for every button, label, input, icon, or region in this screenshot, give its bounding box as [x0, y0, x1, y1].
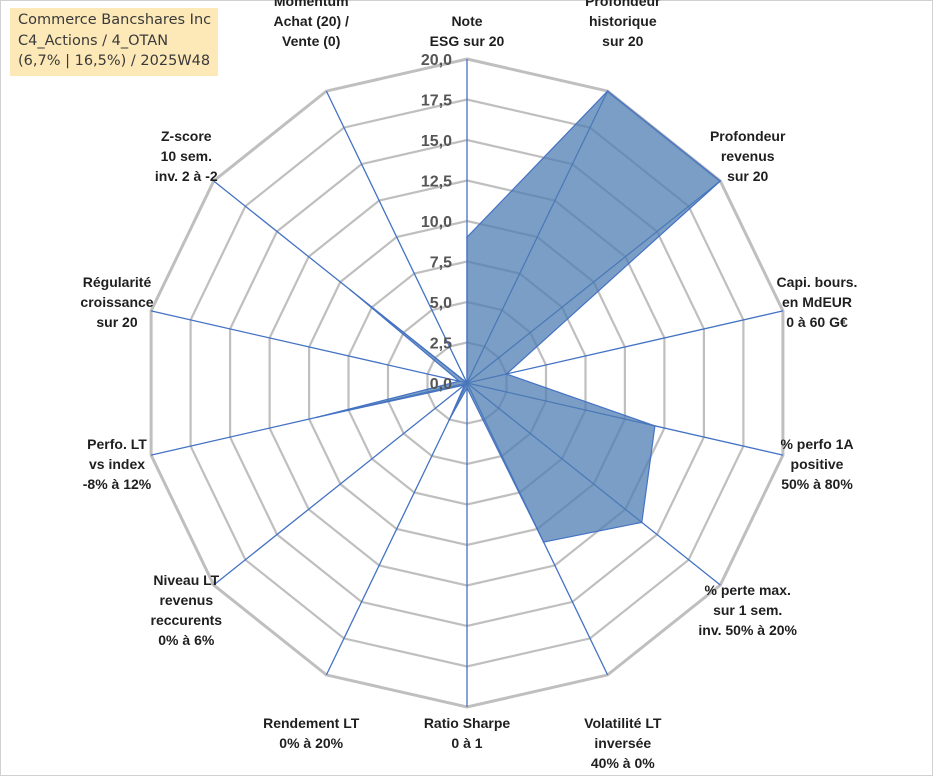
category-label-line: sur 20	[96, 314, 137, 330]
axis-spoke	[325, 90, 468, 384]
category-label: Volatilité LT inversée 40% à 0%	[584, 715, 662, 771]
series-point	[448, 418, 451, 421]
category-label: Capi. bours. en MdEUR 0 à 60 G€	[777, 274, 858, 330]
category-label: % perfo 1A positive 50% à 80%	[780, 436, 853, 492]
category-label-line: Rendement LT	[263, 715, 360, 731]
tick-label: 12,5	[421, 174, 452, 191]
category-label-line: 10 sem.	[161, 148, 212, 164]
category-label-line: Capi. bours.	[777, 274, 858, 290]
category-label-line: Perfo. LT	[87, 436, 147, 452]
chart-title-line-3: (6,7% | 16,5%) / 2025W48	[18, 53, 211, 69]
category-label-line: Ratio Sharpe	[424, 715, 511, 731]
category-label: Ratio Sharpe 0 à 1	[424, 715, 511, 751]
series-point	[466, 382, 468, 384]
category-label-line: inversée	[594, 735, 651, 751]
category-label-line: 0 à 60 G€	[786, 314, 848, 330]
series-point	[719, 180, 722, 182]
tick-label: 7,5	[430, 255, 452, 272]
category-label-line: Niveau LT	[153, 572, 219, 588]
category-label-line: Achat (20) /	[273, 13, 349, 29]
chart-title-line-1: Commerce Bancshares Inc	[18, 12, 212, 28]
category-label-line: Momentum	[274, 0, 349, 9]
axis-spoke	[325, 382, 468, 676]
tick-label: 20,0	[421, 52, 452, 69]
radial-tick-labels: 0,0 2,5 5,0 7,5 10,0 12,5 15,0 17,5 20,0	[421, 52, 452, 393]
category-label-line: Volatilité LT	[584, 715, 662, 731]
category-label: Momentum Achat (20) / Vente (0)	[273, 0, 349, 49]
category-label-line: 50% à 80%	[781, 476, 853, 492]
category-label-line: % perfo 1A	[780, 436, 853, 452]
category-label: Z-score 10 sem. inv. 2 à -2	[155, 128, 218, 184]
category-label-line: en MdEUR	[782, 294, 852, 310]
category-label: Perfo. LT vs index -8% à 12%	[83, 436, 152, 492]
category-label: Rendement LT 0% à 20%	[263, 715, 360, 751]
series-point	[542, 541, 545, 543]
category-label-line: -8% à 12%	[83, 476, 152, 492]
category-label-line: 0 à 1	[451, 735, 482, 751]
category-label-line: positive	[791, 456, 844, 472]
category-label-line: sur 20	[727, 168, 768, 184]
series-point	[463, 384, 466, 386]
category-label-line: Profondeur	[585, 0, 661, 9]
series-point	[458, 380, 460, 383]
tick-label: 15,0	[421, 133, 452, 150]
category-label-line: inv. 50% à 20%	[698, 622, 797, 638]
category-label: Régularité croissance sur 20	[80, 274, 153, 330]
axis-spoke	[150, 310, 468, 384]
axis-spoke	[213, 382, 468, 586]
category-labels: Note ESG sur 20 Profondeur historique sur 20…	[80, 0, 857, 771]
category-label-line: Z-score	[161, 128, 212, 144]
axis-spoke	[466, 310, 784, 384]
category-label: % perte max. sur 1 sem. inv. 50% à 20%	[698, 582, 797, 638]
category-label-line: % perte max.	[705, 582, 791, 598]
series-point	[641, 521, 643, 524]
category-label: Profondeur historique sur 20	[585, 0, 661, 49]
category-label-line: ESG sur 20	[430, 33, 505, 49]
category-label-line: historique	[589, 13, 657, 29]
category-label: Profondeur revenus sur 20	[710, 128, 786, 184]
tick-label: 0,0	[430, 376, 452, 393]
series-point	[349, 289, 352, 291]
category-label-line: 40% à 0%	[591, 755, 655, 771]
series-point	[505, 373, 508, 375]
category-label-line: reccurents	[151, 612, 223, 628]
category-label-line: Vente (0)	[282, 33, 340, 49]
category-label: Niveau LT revenus reccurents 0% à 6%	[151, 572, 223, 648]
tick-label: 10,0	[421, 214, 452, 231]
series-point	[606, 90, 609, 92]
category-label-line: Note	[451, 13, 482, 29]
category-label-line: revenus	[159, 592, 213, 608]
category-label: Note ESG sur 20	[430, 13, 505, 49]
category-label-line: 0% à 20%	[279, 735, 343, 751]
series-point	[466, 387, 468, 389]
tick-label: 17,5	[421, 93, 452, 110]
radar-series	[316, 90, 722, 543]
category-label-line: Profondeur	[710, 128, 786, 144]
category-label-line: 0% à 6%	[158, 632, 215, 648]
chart-title-line-2: C4_Actions / 4_OTAN	[18, 32, 169, 49]
chart-title-box: Commerce Bancshares Inc C4_Actions / 4_O…	[10, 8, 218, 76]
category-label-line: revenus	[721, 148, 775, 164]
category-label-line: Régularité	[83, 274, 152, 290]
category-label-line: inv. 2 à -2	[155, 168, 218, 184]
category-label-line: sur 1 sem.	[713, 602, 782, 618]
tick-label: 5,0	[430, 295, 452, 312]
series-point	[466, 236, 468, 238]
category-label-line: vs index	[89, 456, 145, 472]
category-label-line: croissance	[80, 294, 153, 310]
series-point	[316, 416, 318, 419]
tick-label: 2,5	[430, 336, 452, 353]
series-point	[654, 425, 656, 427]
category-label-line: sur 20	[602, 33, 643, 49]
series-area	[316, 90, 722, 543]
